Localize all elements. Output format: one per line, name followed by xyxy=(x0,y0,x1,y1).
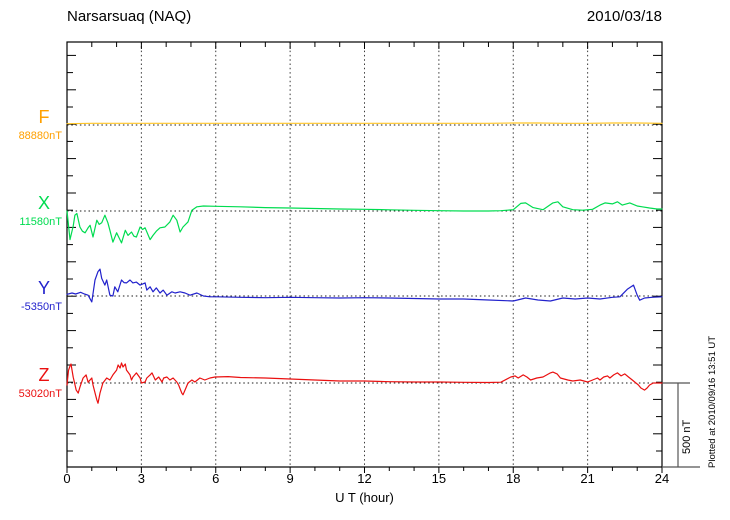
trace-X xyxy=(66,201,663,244)
x-tick-label-9: 9 xyxy=(286,471,294,486)
series-label-F: F xyxy=(38,107,50,127)
series-baseline-X: 11580nT xyxy=(19,216,62,228)
x-tick-label-0: 0 xyxy=(63,471,71,486)
x-tick-label-15: 15 xyxy=(431,471,447,486)
x-tick-label-3: 3 xyxy=(137,471,145,486)
plot-footnote: Plotted at 2010/09/16 13:51 UT xyxy=(707,335,718,468)
x-tick-label-21: 21 xyxy=(580,471,595,486)
scale-bar-label: 500 nT xyxy=(681,419,693,454)
series-label-X: X xyxy=(37,193,50,213)
series-label-Z: Z xyxy=(38,365,50,385)
x-tick-label-12: 12 xyxy=(357,471,372,486)
series-baseline-F: 88880nT xyxy=(18,130,62,142)
date-label: 2010/03/18 xyxy=(586,8,662,25)
x-tick-label-18: 18 xyxy=(506,471,521,486)
trace-Z xyxy=(66,362,663,404)
x-tick-label-6: 6 xyxy=(212,471,220,486)
trace-Y xyxy=(66,268,663,303)
series-baseline-Y: -5350nT xyxy=(21,301,62,313)
trace-F xyxy=(66,122,663,125)
series-baseline-Z: 53020nT xyxy=(18,388,62,400)
x-axis-title: U T (hour) xyxy=(335,490,394,505)
series-label-Y: Y xyxy=(37,278,50,298)
x-tick-label-24: 24 xyxy=(654,471,670,486)
page-title: Narsarsuaq (NAQ) xyxy=(67,8,192,25)
